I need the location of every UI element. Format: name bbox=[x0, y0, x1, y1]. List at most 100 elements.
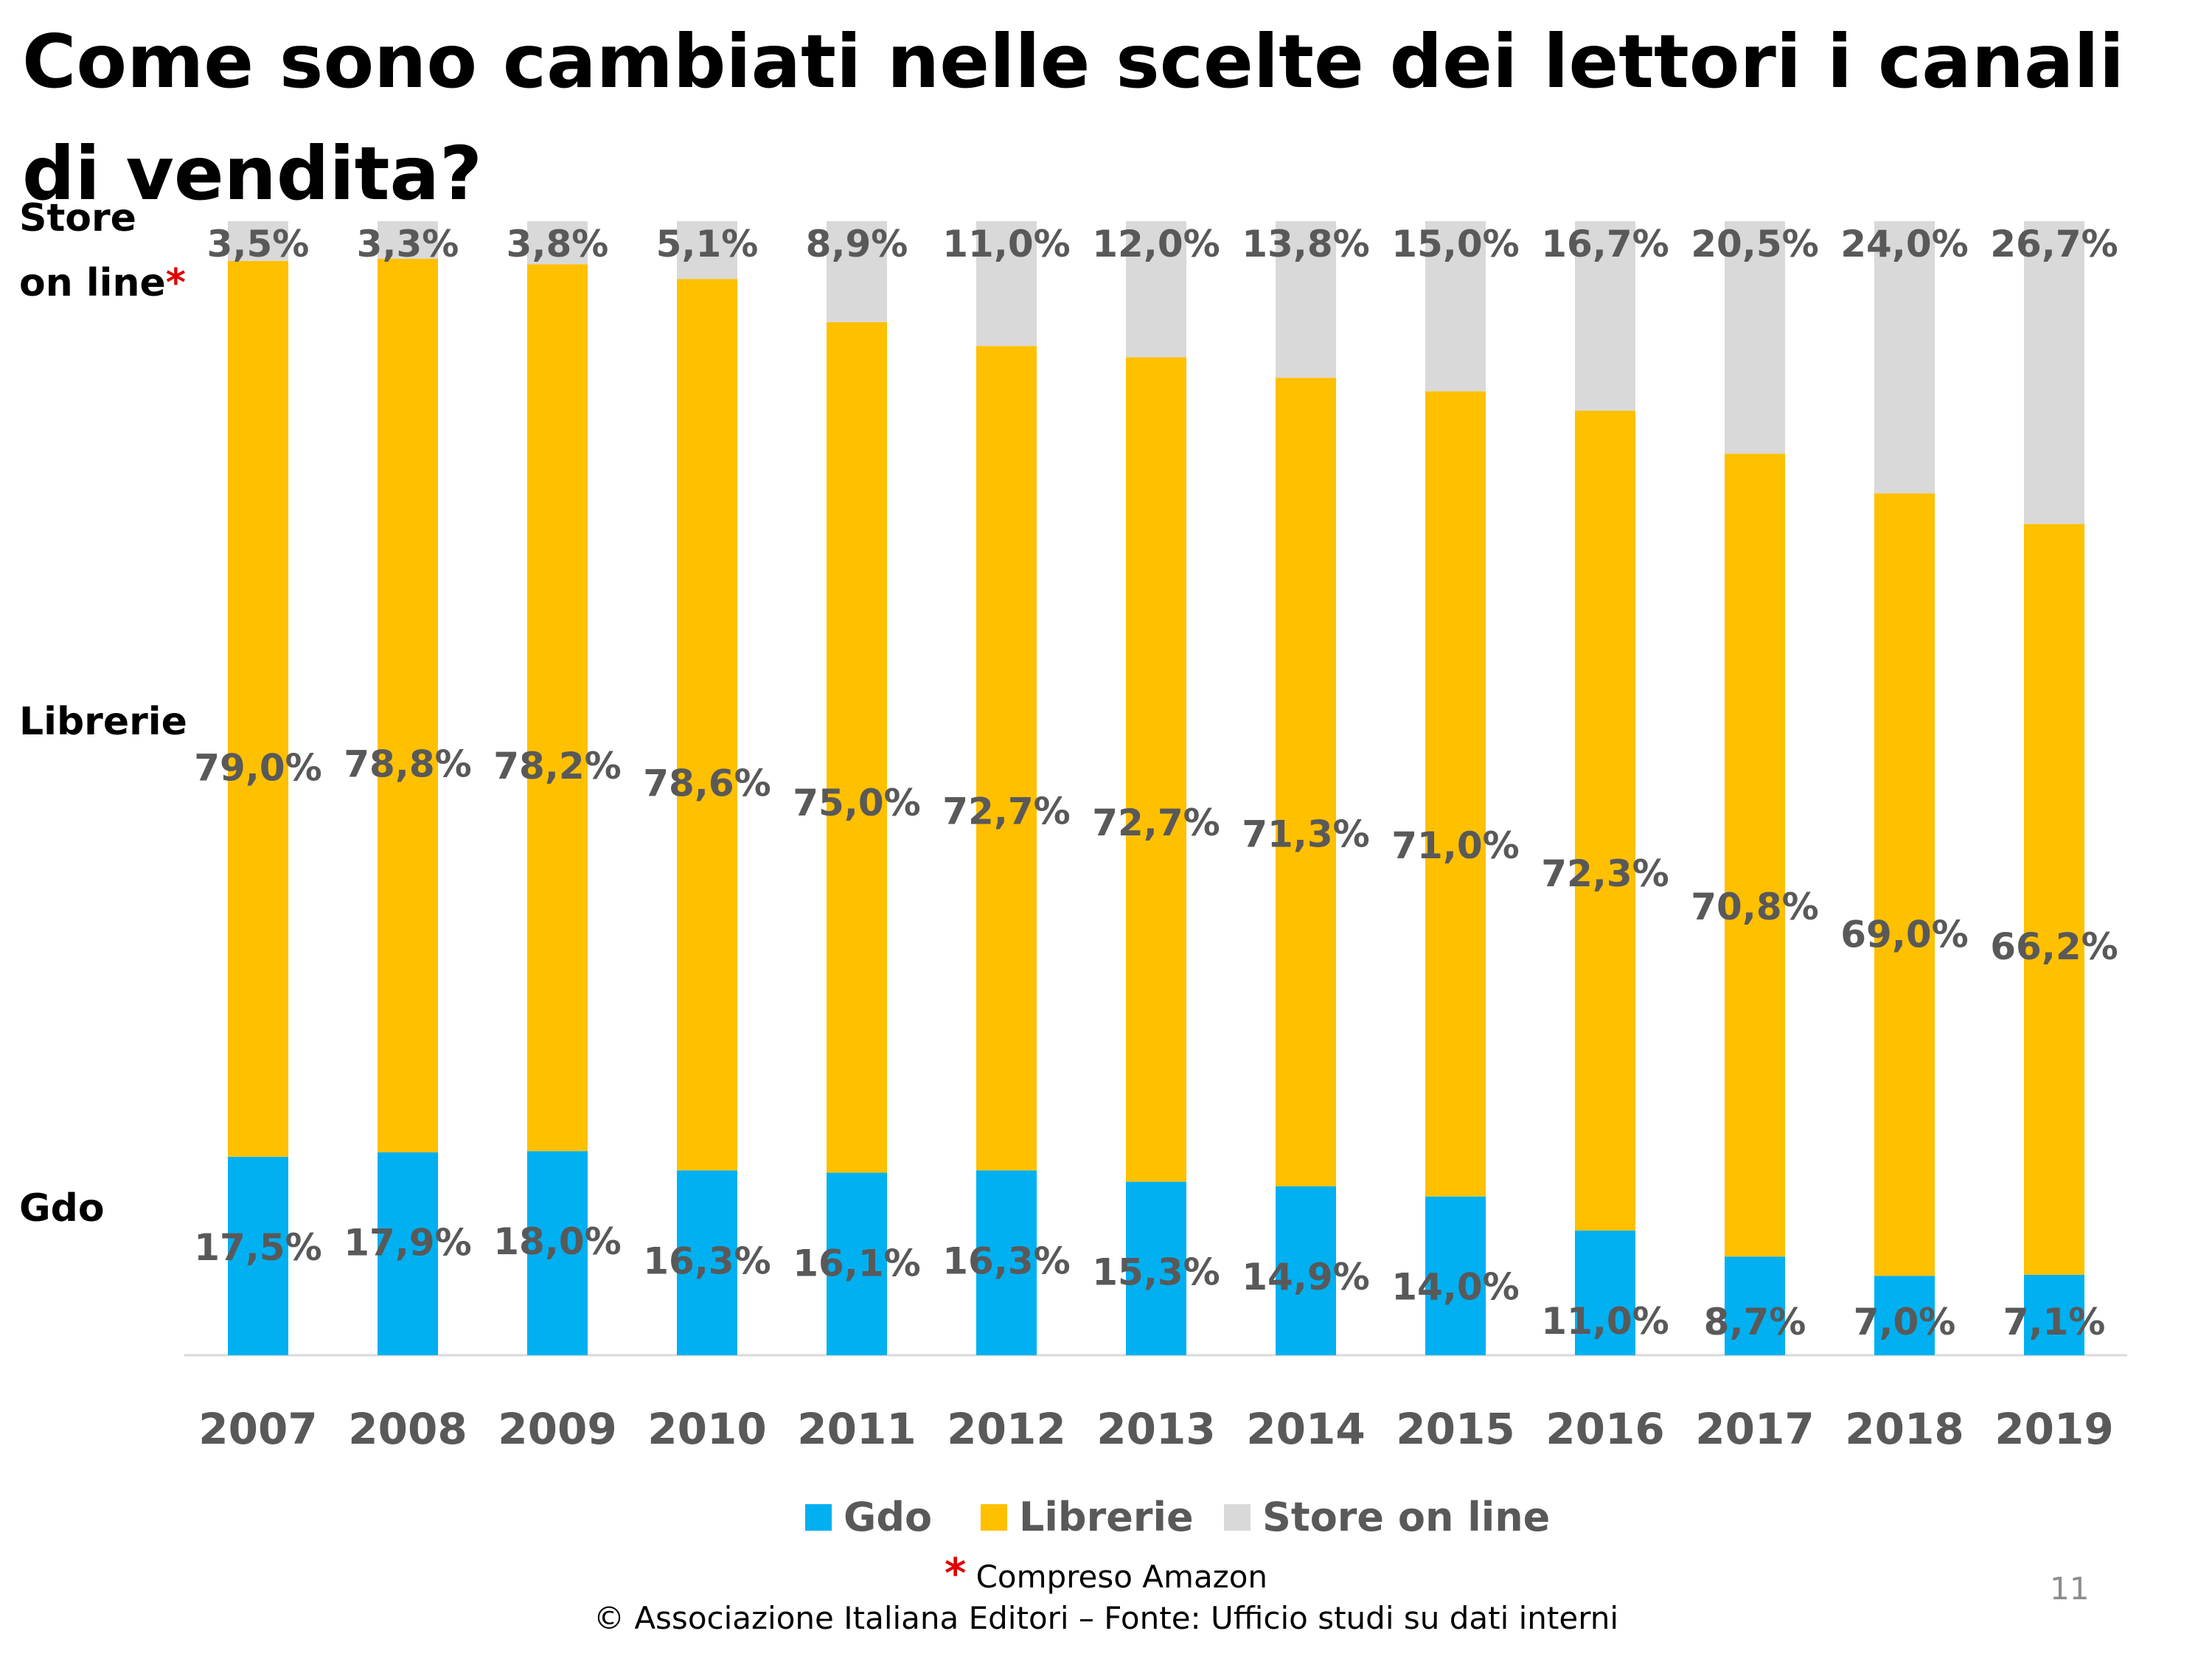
x-tick-label-2013: 2013 bbox=[1096, 1404, 1215, 1454]
bar-store-on-line-2008 bbox=[378, 221, 438, 259]
x-tick-label-2007: 2007 bbox=[198, 1404, 317, 1454]
x-tick-label-2019: 2019 bbox=[1994, 1404, 2113, 1454]
data-label-gdo-2019: 7,1% bbox=[2003, 1301, 2106, 1343]
data-label-store-on-line-2009: 3,8% bbox=[507, 223, 609, 265]
data-label-gdo-2016: 11,0% bbox=[1541, 1300, 1669, 1343]
bar-gdo-2019 bbox=[2024, 1274, 2084, 1355]
data-label-store-on-line-2019: 26,7% bbox=[1990, 223, 2118, 265]
bar-gdo-2013 bbox=[1126, 1181, 1186, 1355]
data-label-store-on-line-2010: 5,1% bbox=[656, 223, 759, 265]
x-tick-label-2009: 2009 bbox=[498, 1404, 616, 1454]
data-label-store-on-line-2008: 3,3% bbox=[357, 223, 459, 265]
bar-store-on-line-2011 bbox=[827, 221, 887, 322]
bar-gdo-2014 bbox=[1276, 1186, 1336, 1355]
bar-gdo-2008 bbox=[378, 1152, 438, 1355]
bar-librerie-2008 bbox=[378, 258, 438, 1152]
x-tick-label-2017: 2017 bbox=[1695, 1404, 1814, 1454]
data-label-gdo-2018: 7,0% bbox=[1854, 1301, 1956, 1343]
bar-librerie-2019 bbox=[2024, 524, 2084, 1275]
bar-librerie-2017 bbox=[1725, 453, 1785, 1257]
data-label-librerie-2014: 71,3% bbox=[1242, 813, 1369, 855]
side-label-store: Store on line* bbox=[19, 186, 186, 316]
x-tick-label-2014: 2014 bbox=[1246, 1404, 1365, 1454]
legend-swatch-librerie bbox=[981, 1504, 1007, 1531]
bar-store-on-line-2017 bbox=[1725, 221, 1785, 454]
asterisk-marker: * bbox=[165, 261, 186, 305]
data-label-store-on-line-2015: 15,0% bbox=[1391, 223, 1519, 265]
bar-store-on-line-2009 bbox=[527, 221, 588, 265]
bar-gdo-2017 bbox=[1725, 1256, 1785, 1355]
bar-store-on-line-2013 bbox=[1126, 221, 1186, 358]
x-tick-label-2011: 2011 bbox=[797, 1404, 916, 1454]
data-label-librerie-2015: 71,0% bbox=[1391, 824, 1519, 867]
bar-gdo-2007 bbox=[228, 1156, 288, 1355]
data-label-librerie-2017: 70,8% bbox=[1691, 886, 1818, 928]
bar-librerie-2011 bbox=[827, 321, 887, 1173]
x-tick-label-2010: 2010 bbox=[647, 1404, 766, 1454]
data-label-gdo-2017: 8,7% bbox=[1704, 1301, 1806, 1343]
footnote: * Compreso Amazon bbox=[0, 1550, 2212, 1598]
data-label-librerie-2010: 78,6% bbox=[643, 762, 771, 805]
data-label-store-on-line-2011: 8,9% bbox=[806, 223, 908, 265]
bar-store-on-line-2019 bbox=[2024, 221, 2084, 524]
footnote-asterisk: * bbox=[944, 1550, 967, 1598]
data-label-store-on-line-2017: 20,5% bbox=[1691, 223, 1818, 265]
data-label-librerie-2018: 69,0% bbox=[1840, 914, 1968, 956]
x-tick-label-2018: 2018 bbox=[1845, 1404, 1964, 1454]
data-label-gdo-2008: 17,9% bbox=[344, 1222, 471, 1265]
data-label-store-on-line-2013: 12,0% bbox=[1092, 223, 1220, 265]
data-label-librerie-2011: 75,0% bbox=[793, 782, 920, 824]
bar-gdo-2016 bbox=[1575, 1230, 1635, 1355]
data-label-librerie-2007: 79,0% bbox=[194, 747, 321, 790]
bar-librerie-2012 bbox=[976, 346, 1037, 1171]
bar-librerie-2010 bbox=[677, 279, 737, 1171]
legend-swatch-gdo bbox=[805, 1504, 832, 1531]
bar-librerie-2018 bbox=[1874, 493, 1935, 1276]
bar-store-on-line-2010 bbox=[677, 221, 737, 279]
bar-store-on-line-2018 bbox=[1874, 221, 1935, 494]
slide-title: Come sono cambiati nelle scelte dei lett… bbox=[22, 18, 2124, 217]
bar-gdo-2009 bbox=[527, 1151, 588, 1355]
side-label-store-line2: on line bbox=[19, 261, 166, 305]
data-label-store-on-line-2018: 24,0% bbox=[1840, 223, 1968, 265]
data-label-gdo-2014: 14,9% bbox=[1242, 1256, 1369, 1298]
bar-librerie-2013 bbox=[1126, 357, 1186, 1182]
legend-label-store-on-line: Store on line bbox=[1262, 1494, 1550, 1540]
x-tick-label-2016: 2016 bbox=[1545, 1404, 1664, 1454]
slide-number: 11 bbox=[2050, 1571, 2090, 1607]
bar-store-on-line-2012 bbox=[976, 221, 1037, 347]
data-label-gdo-2007: 17,5% bbox=[194, 1226, 321, 1269]
data-label-gdo-2015: 14,0% bbox=[1391, 1266, 1519, 1309]
bar-gdo-2011 bbox=[827, 1172, 887, 1355]
bar-librerie-2014 bbox=[1276, 378, 1336, 1186]
bar-gdo-2015 bbox=[1425, 1196, 1486, 1355]
data-label-librerie-2009: 78,2% bbox=[493, 745, 621, 787]
data-label-librerie-2013: 72,7% bbox=[1092, 801, 1220, 844]
stacked-bar-chart: 17,5% 79,0% 3,5% 2007 17,9% 78,8% 3,3% 2008 18,0… bbox=[184, 221, 2127, 1540]
data-label-librerie-2019: 66,2% bbox=[1990, 925, 2118, 968]
data-label-librerie-2012: 72,7% bbox=[942, 790, 1070, 833]
bar-store-on-line-2016 bbox=[1575, 221, 1635, 411]
source-note: © Associazione Italiana Editori – Fonte:… bbox=[593, 1600, 1619, 1636]
x-tick-label-2012: 2012 bbox=[947, 1404, 1065, 1454]
bar-gdo-2012 bbox=[976, 1170, 1037, 1355]
data-label-gdo-2009: 18,0% bbox=[493, 1220, 621, 1263]
bar-librerie-2007 bbox=[228, 260, 288, 1157]
side-label-gdo: Gdo bbox=[19, 1186, 105, 1231]
data-label-gdo-2013: 15,3% bbox=[1092, 1251, 1220, 1294]
data-label-gdo-2011: 16,1% bbox=[793, 1242, 920, 1284]
data-label-store-on-line-2007: 3,5% bbox=[207, 223, 310, 265]
legend-label-librerie: Librerie bbox=[1019, 1494, 1194, 1540]
bar-store-on-line-2007 bbox=[228, 221, 288, 261]
bar-librerie-2016 bbox=[1575, 410, 1635, 1231]
bar-librerie-2009 bbox=[527, 264, 588, 1152]
side-label-librerie: Librerie bbox=[19, 700, 187, 744]
legend-label-gdo: Gdo bbox=[844, 1494, 932, 1540]
data-label-librerie-2008: 78,8% bbox=[344, 743, 471, 786]
data-label-librerie-2016: 72,3% bbox=[1541, 852, 1669, 895]
data-label-store-on-line-2012: 11,0% bbox=[942, 223, 1070, 265]
legend-swatch-store-on-line bbox=[1224, 1504, 1251, 1531]
bar-librerie-2015 bbox=[1425, 391, 1486, 1197]
data-label-gdo-2012: 16,3% bbox=[942, 1239, 1070, 1282]
bar-gdo-2018 bbox=[1874, 1276, 1935, 1355]
